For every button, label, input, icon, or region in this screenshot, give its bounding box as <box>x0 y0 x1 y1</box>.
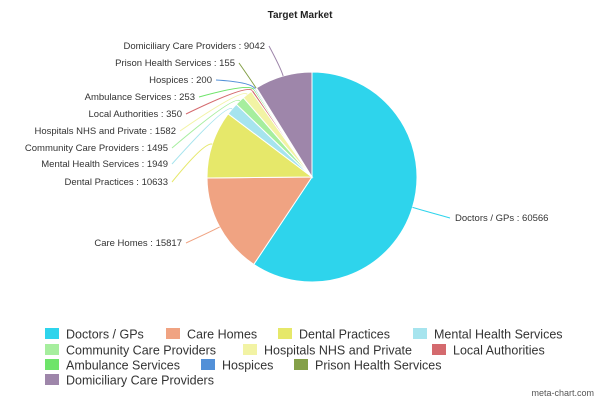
legend-swatch-care-homes <box>166 328 180 339</box>
legend-swatch-ambulance-services <box>45 359 59 370</box>
leader-line-ambulance-services <box>198 86 255 98</box>
legend-label-community-care-providers: Community Care Providers <box>66 344 216 358</box>
legend-label-mental-health-services: Mental Health Services <box>434 328 563 342</box>
legend-swatch-domiciliary-care-providers <box>45 374 59 385</box>
legend-label-prison-health-services: Prison Health Services <box>315 359 441 373</box>
leader-line-mental-health-services <box>171 108 233 165</box>
slice-label-community-care-providers: Community Care Providers : 1495 <box>25 143 168 154</box>
slice-label-domiciliary-care-providers: Domiciliary Care Providers : 9042 <box>124 41 266 52</box>
pie-slice-doctors-gps <box>253 71 418 283</box>
credit-text: meta-chart.com <box>531 388 594 398</box>
legend: Doctors / GPs Care Homes Dental Practices M… <box>45 328 563 388</box>
legend-label-domiciliary-care-providers: Domiciliary Care Providers <box>66 374 214 388</box>
legend-swatch-mental-health-services <box>413 328 427 339</box>
slice-label-doctors-gps: Doctors / GPs : 60566 <box>455 213 548 224</box>
slice-label-mental-health-services: Mental Health Services : 1949 <box>41 159 168 170</box>
leader-line-prison-health-services <box>238 62 257 89</box>
legend-label-ambulance-services: Ambulance Services <box>66 359 180 373</box>
legend-label-doctors-gps: Doctors / GPs <box>66 328 144 342</box>
leader-lines <box>171 45 451 244</box>
slice-label-dental-practices: Dental Practices : 10633 <box>64 177 168 188</box>
leader-line-hospitals-nhs-and-private <box>179 93 248 132</box>
legend-swatch-hospices <box>201 359 215 370</box>
pie-slice-domiciliary-care-providers <box>255 71 313 179</box>
slice-label-hospitals-nhs-and-private: Hospitals NHS and Private : 1582 <box>34 126 176 137</box>
legend-swatch-prison-health-services <box>294 359 308 370</box>
leader-line-hospices <box>215 79 256 90</box>
chart-title: Target Market <box>268 10 334 21</box>
slice-labels: Doctors / GPs : 60566 Care Homes : 15817 D… <box>25 41 549 249</box>
legend-swatch-hospitals-nhs-and-private <box>243 344 257 355</box>
pie-slice-dental-practices <box>206 113 314 179</box>
legend-swatch-doctors-gps <box>45 328 59 339</box>
legend-swatch-local-authorities <box>432 344 446 355</box>
legend-label-hospices: Hospices <box>222 359 273 373</box>
slice-label-care-homes: Care Homes : 15817 <box>94 238 182 249</box>
legend-label-hospitals-nhs-and-private: Hospitals NHS and Private <box>264 344 412 358</box>
slice-label-prison-health-services: Prison Health Services : 155 <box>115 58 235 69</box>
legend-label-local-authorities: Local Authorities <box>453 344 545 358</box>
legend-swatch-dental-practices <box>278 328 292 339</box>
leader-line-domiciliary-care-providers <box>268 45 284 77</box>
leader-line-community-care-providers <box>171 99 241 149</box>
legend-swatch-community-care-providers <box>45 344 59 355</box>
leader-line-dental-practices <box>171 143 213 183</box>
leader-line-doctors-gps <box>412 206 451 219</box>
slice-label-ambulance-services: Ambulance Services : 253 <box>85 92 195 103</box>
legend-label-dental-practices: Dental Practices <box>299 328 390 342</box>
slice-label-hospices: Hospices : 200 <box>149 75 212 86</box>
leader-line-care-homes <box>185 226 220 244</box>
leader-line-local-authorities <box>185 89 253 115</box>
slice-label-local-authorities: Local Authorities : 350 <box>89 109 182 120</box>
legend-label-care-homes: Care Homes <box>187 328 257 342</box>
pie-slices <box>206 71 418 283</box>
